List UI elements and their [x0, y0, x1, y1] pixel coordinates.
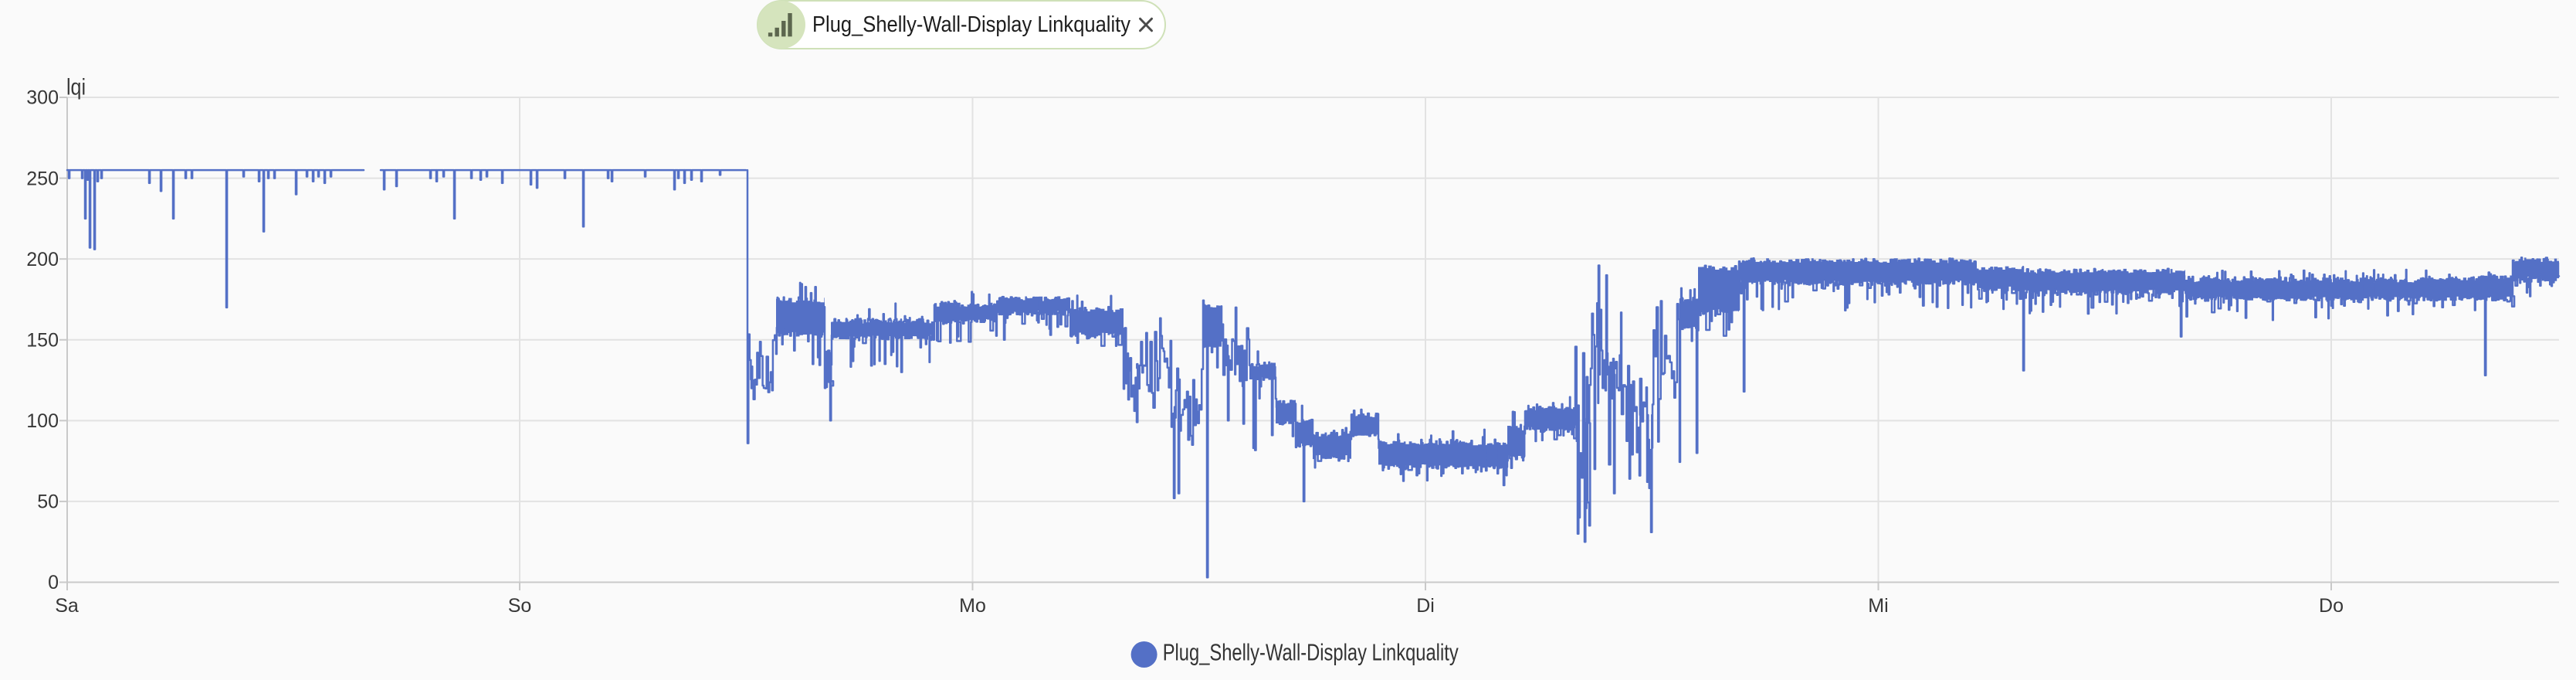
- svg-text:300: 300: [26, 87, 59, 109]
- svg-text:100: 100: [26, 410, 59, 432]
- svg-text:Sa: Sa: [55, 595, 79, 617]
- svg-text:0: 0: [48, 572, 59, 593]
- svg-text:Plug_Shelly-Wall-Display Linkq: Plug_Shelly-Wall-Display Linkquality: [1163, 638, 1459, 665]
- svg-text:Mo: Mo: [959, 595, 986, 617]
- svg-text:Mi: Mi: [1868, 595, 1888, 617]
- svg-text:50: 50: [37, 491, 59, 513]
- svg-text:Do: Do: [2319, 595, 2344, 617]
- svg-text:lqi: lqi: [66, 75, 86, 100]
- svg-text:So: So: [508, 595, 532, 617]
- svg-text:Plug_Shelly-Wall-Display Linkq: Plug_Shelly-Wall-Display Linkquality: [812, 12, 1130, 37]
- svg-text:150: 150: [26, 329, 59, 351]
- svg-text:Di: Di: [1416, 595, 1435, 617]
- svg-text:250: 250: [26, 168, 59, 189]
- svg-text:200: 200: [26, 249, 59, 270]
